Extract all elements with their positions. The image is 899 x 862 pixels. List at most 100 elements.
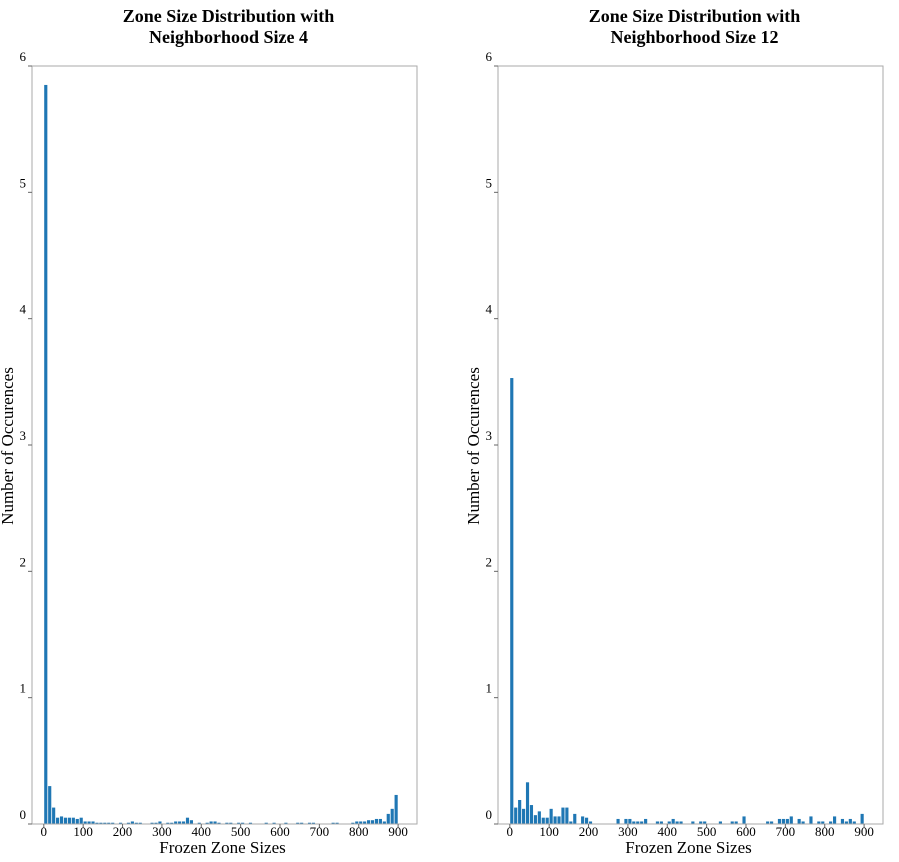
bar [213,821,217,824]
y-tick-label: 4 [486,302,493,317]
bar [225,822,229,824]
bar [766,821,770,824]
bar [370,820,375,824]
bar [296,822,300,824]
bar [248,822,253,824]
bar [628,818,632,824]
bar [386,813,390,824]
bar [584,817,589,824]
bar [87,821,91,824]
x-tick-label: 200 [113,824,133,839]
bar [675,821,679,824]
chart-title: Zone Size Distribution with [123,6,335,26]
bar [382,821,386,824]
bar [241,822,245,824]
x-tick-label: 0 [41,824,48,839]
y-tick-label: 1 [20,681,27,696]
chart-title: Neighborhood Size 12 [610,27,778,47]
bar [636,821,640,824]
bar [537,811,541,824]
y-tick-label: 1 [486,681,493,696]
bar [272,822,276,824]
bar [264,822,268,824]
bar [71,817,75,824]
bar [565,807,569,824]
x-tick-label: 700 [776,824,796,839]
bar [781,818,785,824]
bar [217,822,221,824]
bar [118,822,123,824]
x-tick-label: 100 [539,824,559,839]
chart-title: Neighborhood Size 4 [149,27,308,47]
bar [67,817,71,824]
plot-frame [31,65,418,825]
bar [307,822,312,824]
bar [284,822,288,824]
x-tick-label: 700 [310,824,330,839]
bar [557,816,561,824]
y-axis-label: Number of Occurences [0,367,17,525]
bar [331,822,335,824]
bar [237,822,241,824]
bar [829,821,833,824]
x-tick-label: 0 [507,824,514,839]
y-tick-label: 0 [486,807,493,822]
bar [541,817,545,824]
bar [833,816,837,824]
x-tick-label: 100 [73,824,93,839]
bar [522,808,526,824]
bar [91,821,95,824]
bar [659,821,663,824]
bar [79,817,83,824]
bar [83,821,87,824]
x-tick-label: 900 [854,824,874,839]
bar [553,816,557,824]
bar [797,818,801,824]
x-tick-label: 800 [815,824,835,839]
bar [197,822,201,824]
bar [138,822,142,824]
bar [624,818,628,824]
x-tick-label: 500 [697,824,717,839]
y-tick-label: 5 [20,175,27,190]
y-tick-label: 6 [486,49,493,64]
bar [667,821,671,824]
bar [126,822,131,824]
bar [48,786,52,824]
bar [189,820,194,824]
y-tick-label: 0 [20,807,27,822]
bar [679,821,683,824]
bar [529,805,534,824]
bar [860,813,864,824]
x-tick-label: 600 [270,824,290,839]
bar [734,821,738,824]
bar [63,817,68,824]
bar [363,821,367,824]
y-tick-label: 2 [20,554,27,569]
y-tick-label: 5 [486,175,493,190]
y-tick-label: 3 [486,428,493,443]
bar [518,799,522,824]
bar [785,818,789,824]
bar [355,821,359,824]
bar [844,821,848,824]
bar [170,822,174,824]
bar [533,815,537,824]
x-tick-label: 300 [152,824,172,839]
bar [852,821,856,824]
bar [777,818,782,824]
bar [154,822,158,824]
bar [573,813,577,824]
bar [588,821,593,824]
bar [174,821,178,824]
bar [770,821,774,824]
x-tick-label: 800 [349,824,369,839]
bar [367,820,371,824]
bar [514,807,518,824]
x-axis-label: Frozen Zone Sizes [159,838,286,857]
bar [95,822,99,824]
bar [44,84,48,824]
bar [335,822,339,824]
bar [561,807,565,824]
bar [378,818,382,824]
